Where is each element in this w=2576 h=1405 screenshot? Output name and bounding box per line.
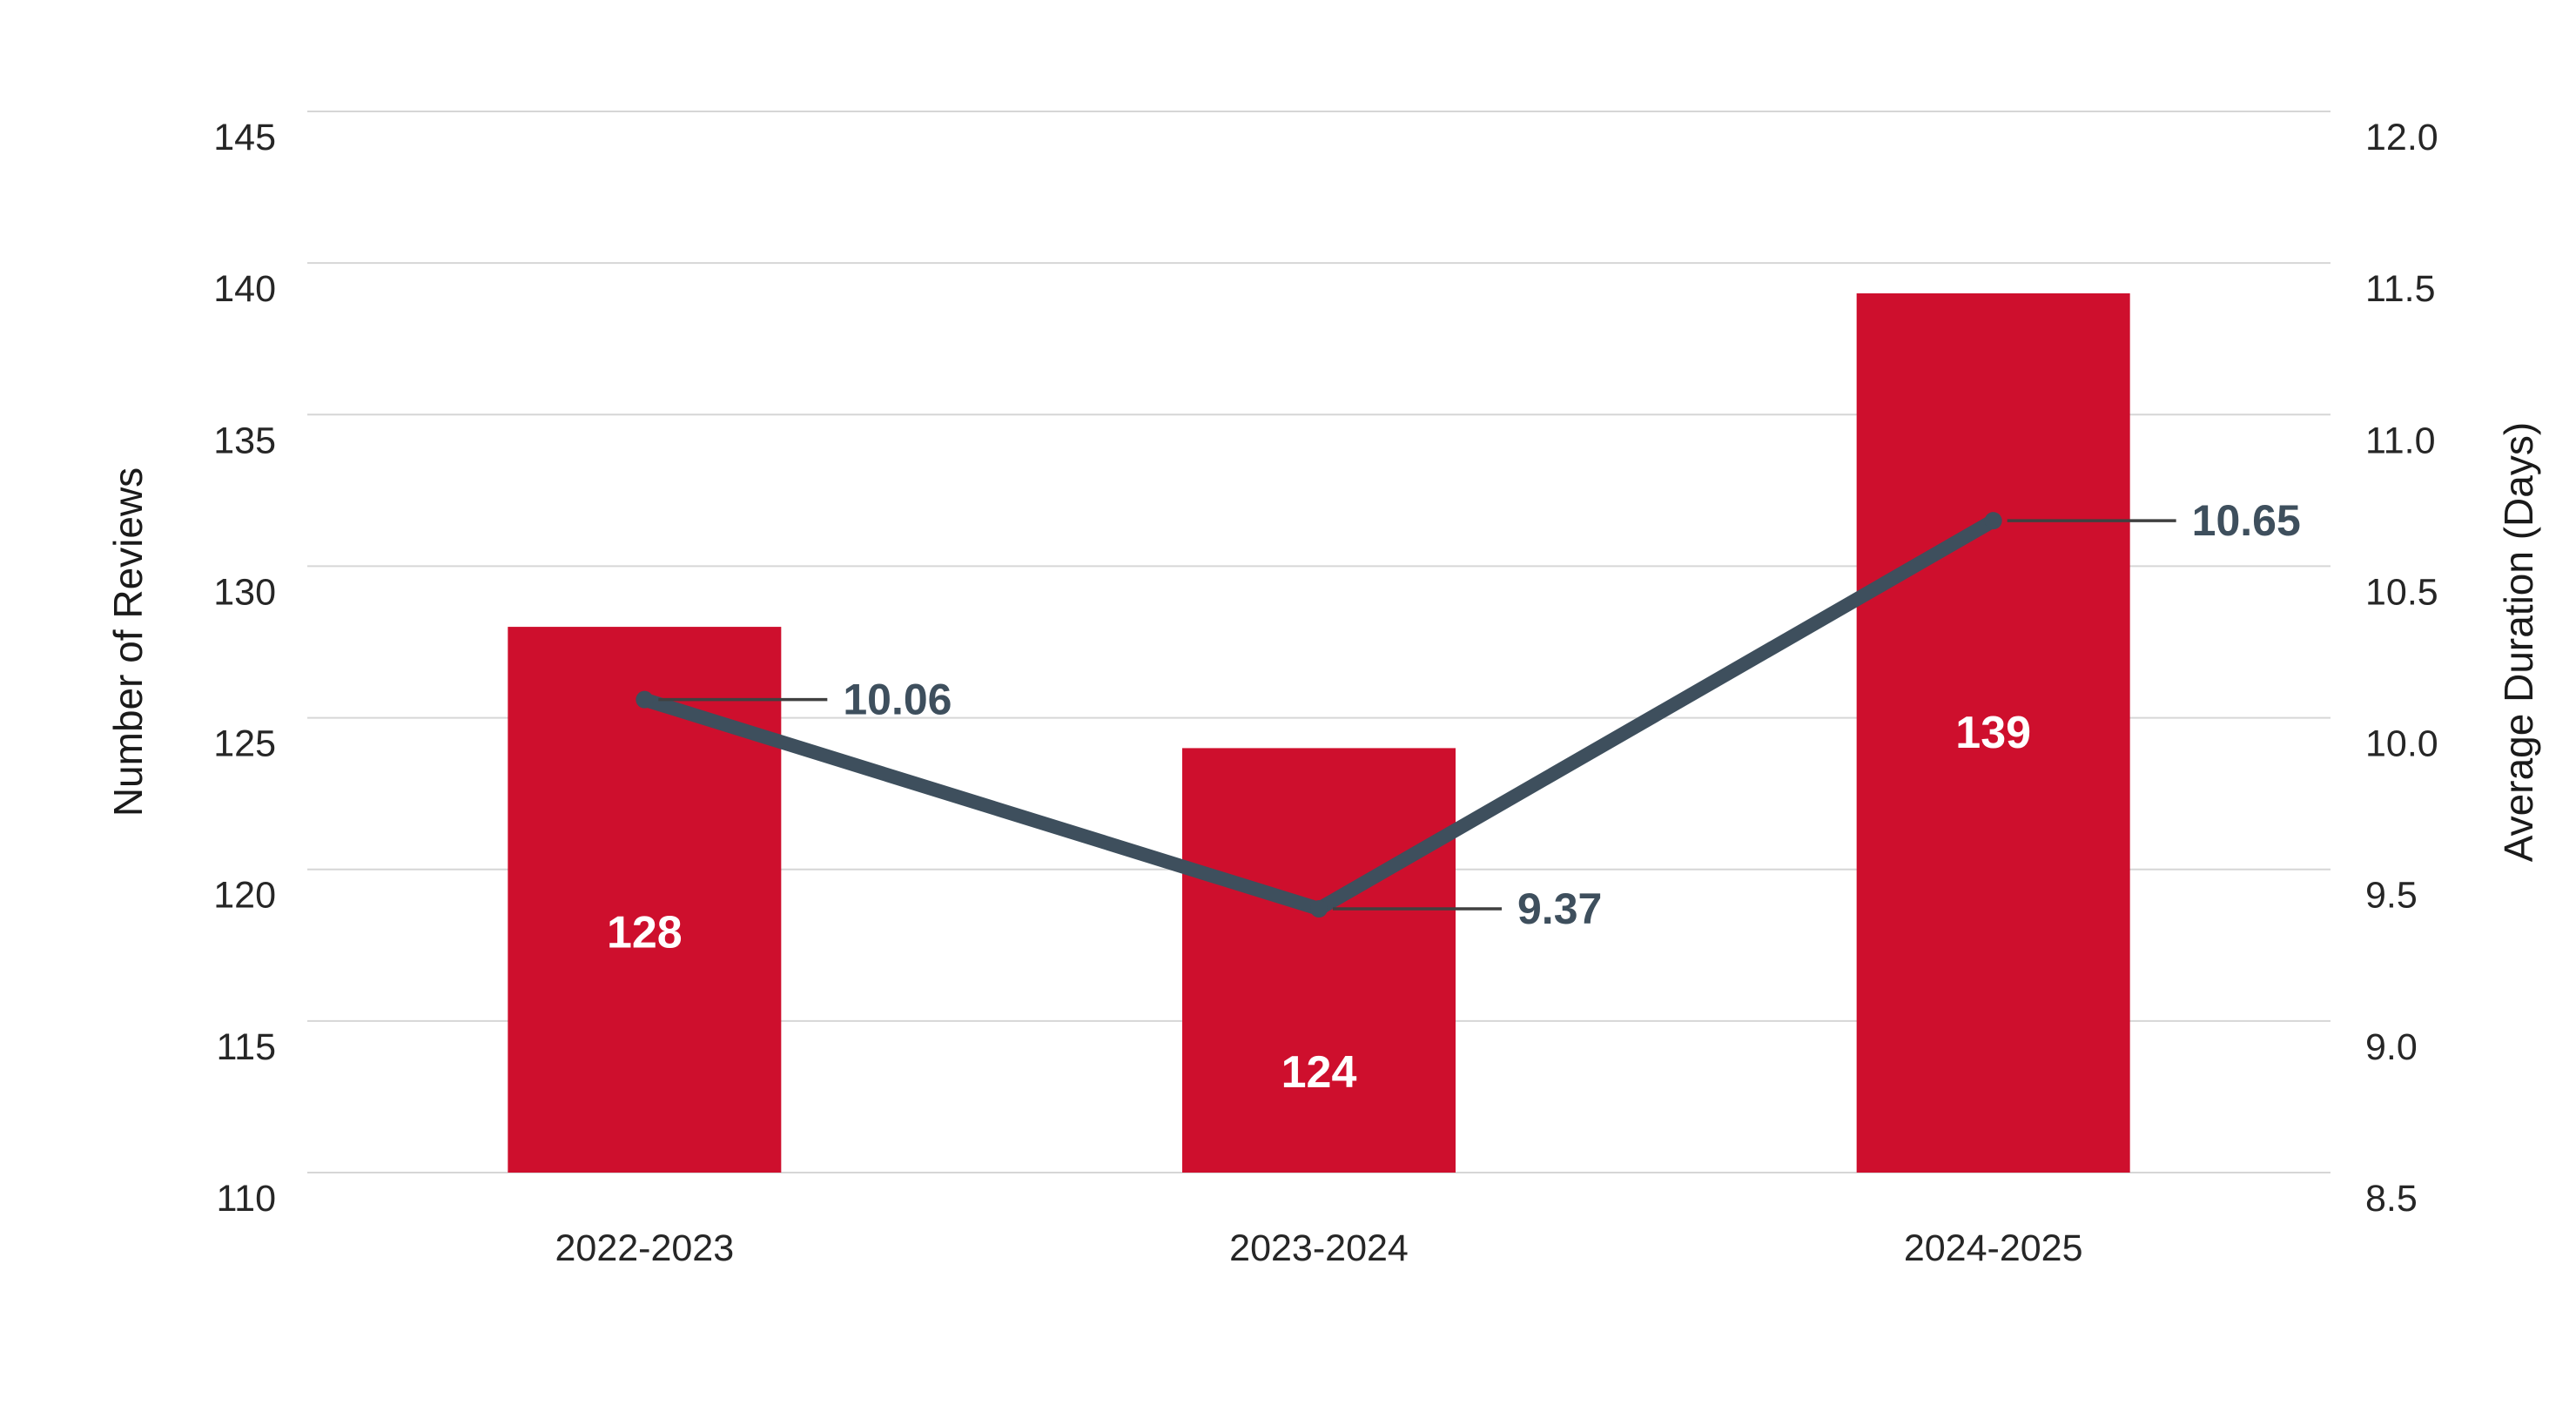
x-axis-category-label: 2022-2023 (555, 1227, 735, 1269)
right-axis-tick-label: 10.5 (2365, 571, 2438, 613)
left-axis-tick-label: 135 (213, 420, 276, 461)
right-axis-tick-label: 12.0 (2365, 117, 2438, 158)
line-value-label: 10.65 (2192, 496, 2301, 545)
left-axis-tick-label: 130 (213, 571, 276, 613)
line-value-label: 10.06 (843, 676, 952, 724)
right-axis-tick-label: 10.0 (2365, 723, 2438, 765)
bar-value-label: 139 (1955, 708, 2031, 758)
x-axis-category-label: 2023-2024 (1229, 1227, 1409, 1269)
left-axis-tick-label: 125 (213, 723, 276, 765)
right-axis-tick-label: 11.5 (2365, 268, 2436, 310)
bar-value-label: 124 (1281, 1047, 1357, 1098)
left-axis-tick-label: 145 (213, 117, 276, 158)
line-markers (636, 512, 2002, 918)
bar-value-label: 128 (607, 908, 683, 958)
left-axis-tick-label: 110 (216, 1178, 276, 1220)
line-value-label: 9.37 (1517, 884, 1602, 933)
line-point-marker (1984, 512, 2002, 530)
line-point-marker (1310, 899, 1328, 918)
right-axis-tick-label: 11.0 (2365, 420, 2436, 461)
bar (1182, 748, 1456, 1173)
left-axis-title: Number of Reviews (105, 467, 151, 817)
left-axis-tick-label: 120 (213, 875, 276, 917)
line-point-marker (636, 690, 654, 709)
bar (508, 627, 782, 1173)
right-axis-tick-label: 9.5 (2365, 875, 2418, 917)
right-axis-tick-label: 9.0 (2365, 1026, 2418, 1068)
bar-series (508, 292, 2130, 1173)
x-axis-category-label: 2024-2025 (1904, 1227, 2083, 1269)
left-axis-tick-label: 115 (216, 1026, 276, 1068)
bar (1856, 292, 2130, 1173)
right-axis-tick-label: 8.5 (2365, 1178, 2418, 1220)
right-axis-title: Average Duration (Days) (2496, 422, 2541, 862)
left-axis-tick-label: 140 (213, 268, 276, 310)
